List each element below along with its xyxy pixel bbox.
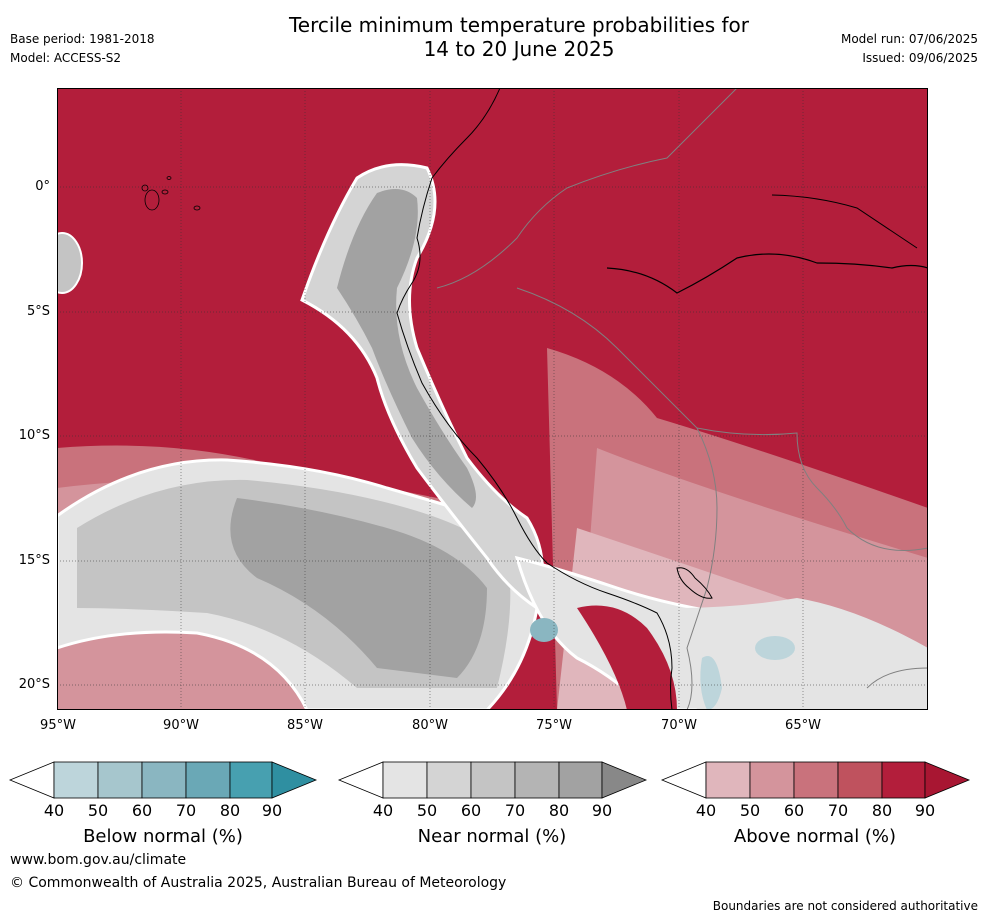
colorbar-tick: 40 <box>43 801 65 820</box>
lon-label: 75°W <box>536 718 572 733</box>
lon-label: 90°W <box>163 718 199 733</box>
lat-label: 5°S <box>26 304 50 319</box>
issued-text: Issued: 09/06/2025 <box>862 51 978 65</box>
lon-label: 70°W <box>661 718 697 733</box>
page-title: Tercile minimum temperature probabilitie… <box>224 13 814 61</box>
lon-label: 65°W <box>785 718 821 733</box>
country-border <box>436 88 738 289</box>
colorbar-tick: 70 <box>175 801 197 820</box>
colorbar-tick: 70 <box>504 801 526 820</box>
colorbar-tick: 50 <box>416 801 438 820</box>
above-normal-region <box>577 605 677 710</box>
colorbars-svg <box>8 761 971 799</box>
colorbar-tick: 50 <box>739 801 761 820</box>
river <box>771 194 918 249</box>
title-line-2: 14 to 20 June 2025 <box>423 37 615 61</box>
coastline <box>396 88 673 710</box>
colorbar-tick: 90 <box>591 801 613 820</box>
country-border <box>696 427 928 551</box>
lake-titicaca <box>676 567 713 599</box>
country-border <box>866 667 928 689</box>
lat-label: 15°S <box>18 553 50 568</box>
colorbar-tick: 70 <box>827 801 849 820</box>
below-normal-region <box>700 656 722 710</box>
base-period-text: Base period: 1981-2018 <box>10 32 155 46</box>
disclaimer-text: Boundaries are not considered authoritat… <box>712 899 978 913</box>
lon-label: 80°W <box>412 718 448 733</box>
below-normal-region <box>530 618 558 642</box>
colorbar-label-below: Below normal (%) <box>83 826 243 847</box>
near-normal-region <box>57 232 83 294</box>
above-normal-colorbar <box>660 761 971 799</box>
copyright-text: © Commonwealth of Australia 2025, Austra… <box>10 875 507 891</box>
lon-label: 85°W <box>287 718 323 733</box>
lon-label: 95°W <box>40 718 76 733</box>
colorbar-tick: 40 <box>372 801 394 820</box>
probability-map <box>57 88 928 710</box>
title-line-1: Tercile minimum temperature probabilitie… <box>288 13 750 37</box>
near-normal-region <box>337 189 476 508</box>
lat-label: 20°S <box>18 677 50 692</box>
colorbar-tick: 40 <box>695 801 717 820</box>
country-border <box>516 287 718 710</box>
colorbar-tick: 90 <box>914 801 936 820</box>
lat-label: 0° <box>35 179 50 194</box>
galapagos-islands <box>141 176 201 211</box>
colorbar-tick: 60 <box>460 801 482 820</box>
model-run-text: Model run: 07/06/2025 <box>840 32 978 46</box>
near-normal-region <box>677 598 928 710</box>
below-normal-colorbar <box>8 761 318 799</box>
near-normal-region <box>230 498 488 678</box>
colorbar-label-near: Near normal (%) <box>417 826 567 847</box>
model-text: Model: ACCESS-S2 <box>10 51 122 65</box>
colorbar-tick: 60 <box>131 801 153 820</box>
website-link[interactable]: www.bom.gov.au/climate <box>10 852 187 868</box>
river <box>606 253 928 294</box>
colorbar-tick: 80 <box>548 801 570 820</box>
near-normal-colorbar <box>337 761 648 799</box>
map-svg <box>57 88 928 710</box>
colorbar-tick: 60 <box>783 801 805 820</box>
colorbar-tick: 90 <box>261 801 283 820</box>
colorbar-tick: 50 <box>87 801 109 820</box>
below-normal-region <box>755 636 795 660</box>
colorbar-tick: 80 <box>871 801 893 820</box>
map-frame <box>57 88 928 710</box>
lat-label: 10°S <box>18 428 50 443</box>
colorbar-tick: 80 <box>219 801 241 820</box>
colorbar-label-above: Above normal (%) <box>733 826 897 847</box>
graticule <box>57 88 928 710</box>
